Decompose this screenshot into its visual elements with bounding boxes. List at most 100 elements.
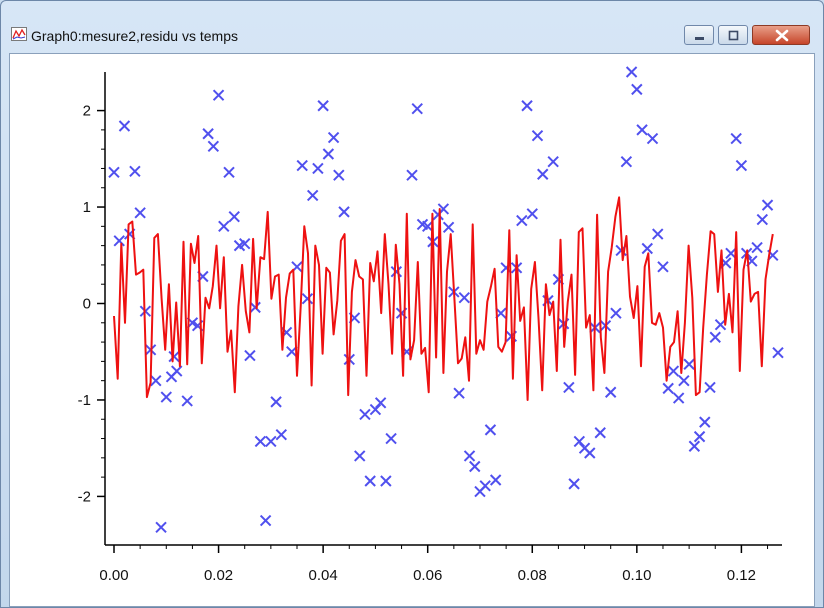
scatter-point — [364, 475, 376, 487]
y-tick-label: 2 — [83, 103, 91, 120]
scatter-point — [207, 140, 220, 152]
scatter-point — [150, 374, 162, 387]
scatter-point — [521, 100, 533, 112]
x-tick-label: 0.04 — [309, 567, 338, 584]
scatter-point — [662, 382, 674, 395]
scatter-point — [359, 408, 371, 421]
y-tick-label: -2 — [78, 488, 91, 505]
scatter-point — [652, 228, 664, 240]
scatter-point — [620, 155, 633, 168]
scatter-point — [411, 102, 423, 115]
window-title: Graph0:mesure2,residu vs temps — [31, 28, 238, 44]
scatter-point — [275, 428, 288, 441]
scatter-point — [369, 403, 382, 416]
scatter-point — [244, 349, 256, 362]
scatter-point — [239, 237, 251, 250]
scatter-point — [406, 169, 418, 181]
scatter-point — [672, 392, 685, 404]
scatter-point — [160, 391, 172, 403]
scatter-point — [322, 148, 335, 160]
scatter-point — [683, 358, 695, 370]
scatter-point — [453, 387, 465, 399]
scatter-point — [463, 450, 476, 462]
scatter-point — [306, 189, 319, 202]
scatter-point — [479, 480, 491, 492]
scatter-point — [469, 460, 481, 473]
scatter-point — [296, 159, 308, 172]
y-tick-label: 0 — [83, 296, 91, 313]
scatter-point — [531, 129, 544, 142]
scatter-point — [516, 214, 528, 227]
y-tick-label: 1 — [83, 199, 91, 216]
scatter-point — [484, 424, 497, 436]
scatter-point — [380, 475, 392, 487]
scatter-point — [756, 213, 769, 226]
scatter-point — [563, 381, 575, 394]
axes: 2 1 0 -1 -2 0.00 0.02 0.04 0.06 0.08 0.10 0.12 — [78, 72, 782, 584]
scatter-point — [693, 430, 706, 443]
scatter-point — [265, 435, 277, 448]
scatter-point — [688, 440, 701, 452]
scatter-point — [730, 132, 742, 145]
scatter-point — [155, 521, 167, 533]
scatter-point — [333, 169, 345, 181]
scatter-point — [228, 210, 240, 223]
scatter-point — [312, 162, 324, 175]
x-tick-label: 0.02 — [204, 567, 233, 584]
scatter-point — [317, 100, 329, 112]
scatter-line-chart: 2 1 0 -1 -2 0.00 0.02 0.04 0.06 0.08 0.10 0.12 — [78, 66, 784, 584]
close-icon — [775, 29, 789, 42]
scatter-point — [108, 166, 120, 179]
scatter-point — [129, 165, 141, 178]
scatter-point — [678, 374, 690, 387]
scatter-point — [254, 435, 267, 448]
x-tick-label: 0.12 — [727, 567, 756, 584]
scatter-point — [212, 89, 225, 101]
x-tick-label: 0.10 — [622, 567, 651, 584]
graph-area: 2 1 0 -1 -2 0.00 0.02 0.04 0.06 0.08 0.10 0.12 — [9, 53, 815, 607]
close-button[interactable] — [752, 25, 810, 45]
scatter-point — [421, 220, 434, 233]
scatter-point — [646, 132, 659, 145]
scatter-point — [573, 435, 586, 448]
scatter-point — [636, 124, 648, 136]
scatter-point — [249, 301, 261, 314]
scatter-point — [537, 168, 549, 180]
scatter-point — [113, 235, 125, 247]
scatter-point — [584, 447, 596, 459]
scatter-point — [385, 432, 397, 445]
scatter-point — [181, 395, 193, 407]
scatter-point — [218, 220, 230, 233]
scatter-point — [625, 66, 638, 78]
maximize-button[interactable] — [718, 25, 748, 45]
line-series — [113, 196, 774, 401]
scatter-point — [171, 365, 183, 377]
scatter-point — [568, 478, 580, 490]
scatter-point — [390, 265, 403, 278]
scatter-point — [301, 292, 314, 305]
scatter-point — [704, 381, 716, 394]
minimize-button[interactable] — [684, 25, 714, 45]
scatter-point — [338, 206, 350, 218]
scatter-point — [631, 83, 643, 96]
scatter-point — [374, 397, 387, 409]
scatter-point — [223, 166, 235, 179]
scatter-point — [489, 474, 502, 486]
scatter-point — [610, 307, 622, 319]
scatter-point — [699, 416, 711, 428]
scatter-point — [270, 396, 282, 408]
scatter-point — [641, 242, 653, 255]
scatter-point — [761, 199, 774, 211]
scatter-point — [714, 319, 727, 331]
scatter-point — [772, 346, 784, 359]
scatter-point — [526, 208, 538, 220]
graph-icon — [11, 27, 27, 41]
maximize-icon — [728, 30, 739, 41]
scatter-point — [327, 131, 340, 144]
title-bar[interactable]: Graph0:mesure2,residu vs temps — [1, 1, 823, 45]
scatter-point — [735, 159, 748, 172]
line-series-path — [113, 196, 774, 401]
minimize-icon — [695, 37, 704, 40]
scatter-point — [134, 207, 146, 219]
x-tick-label: 0.08 — [518, 567, 547, 584]
